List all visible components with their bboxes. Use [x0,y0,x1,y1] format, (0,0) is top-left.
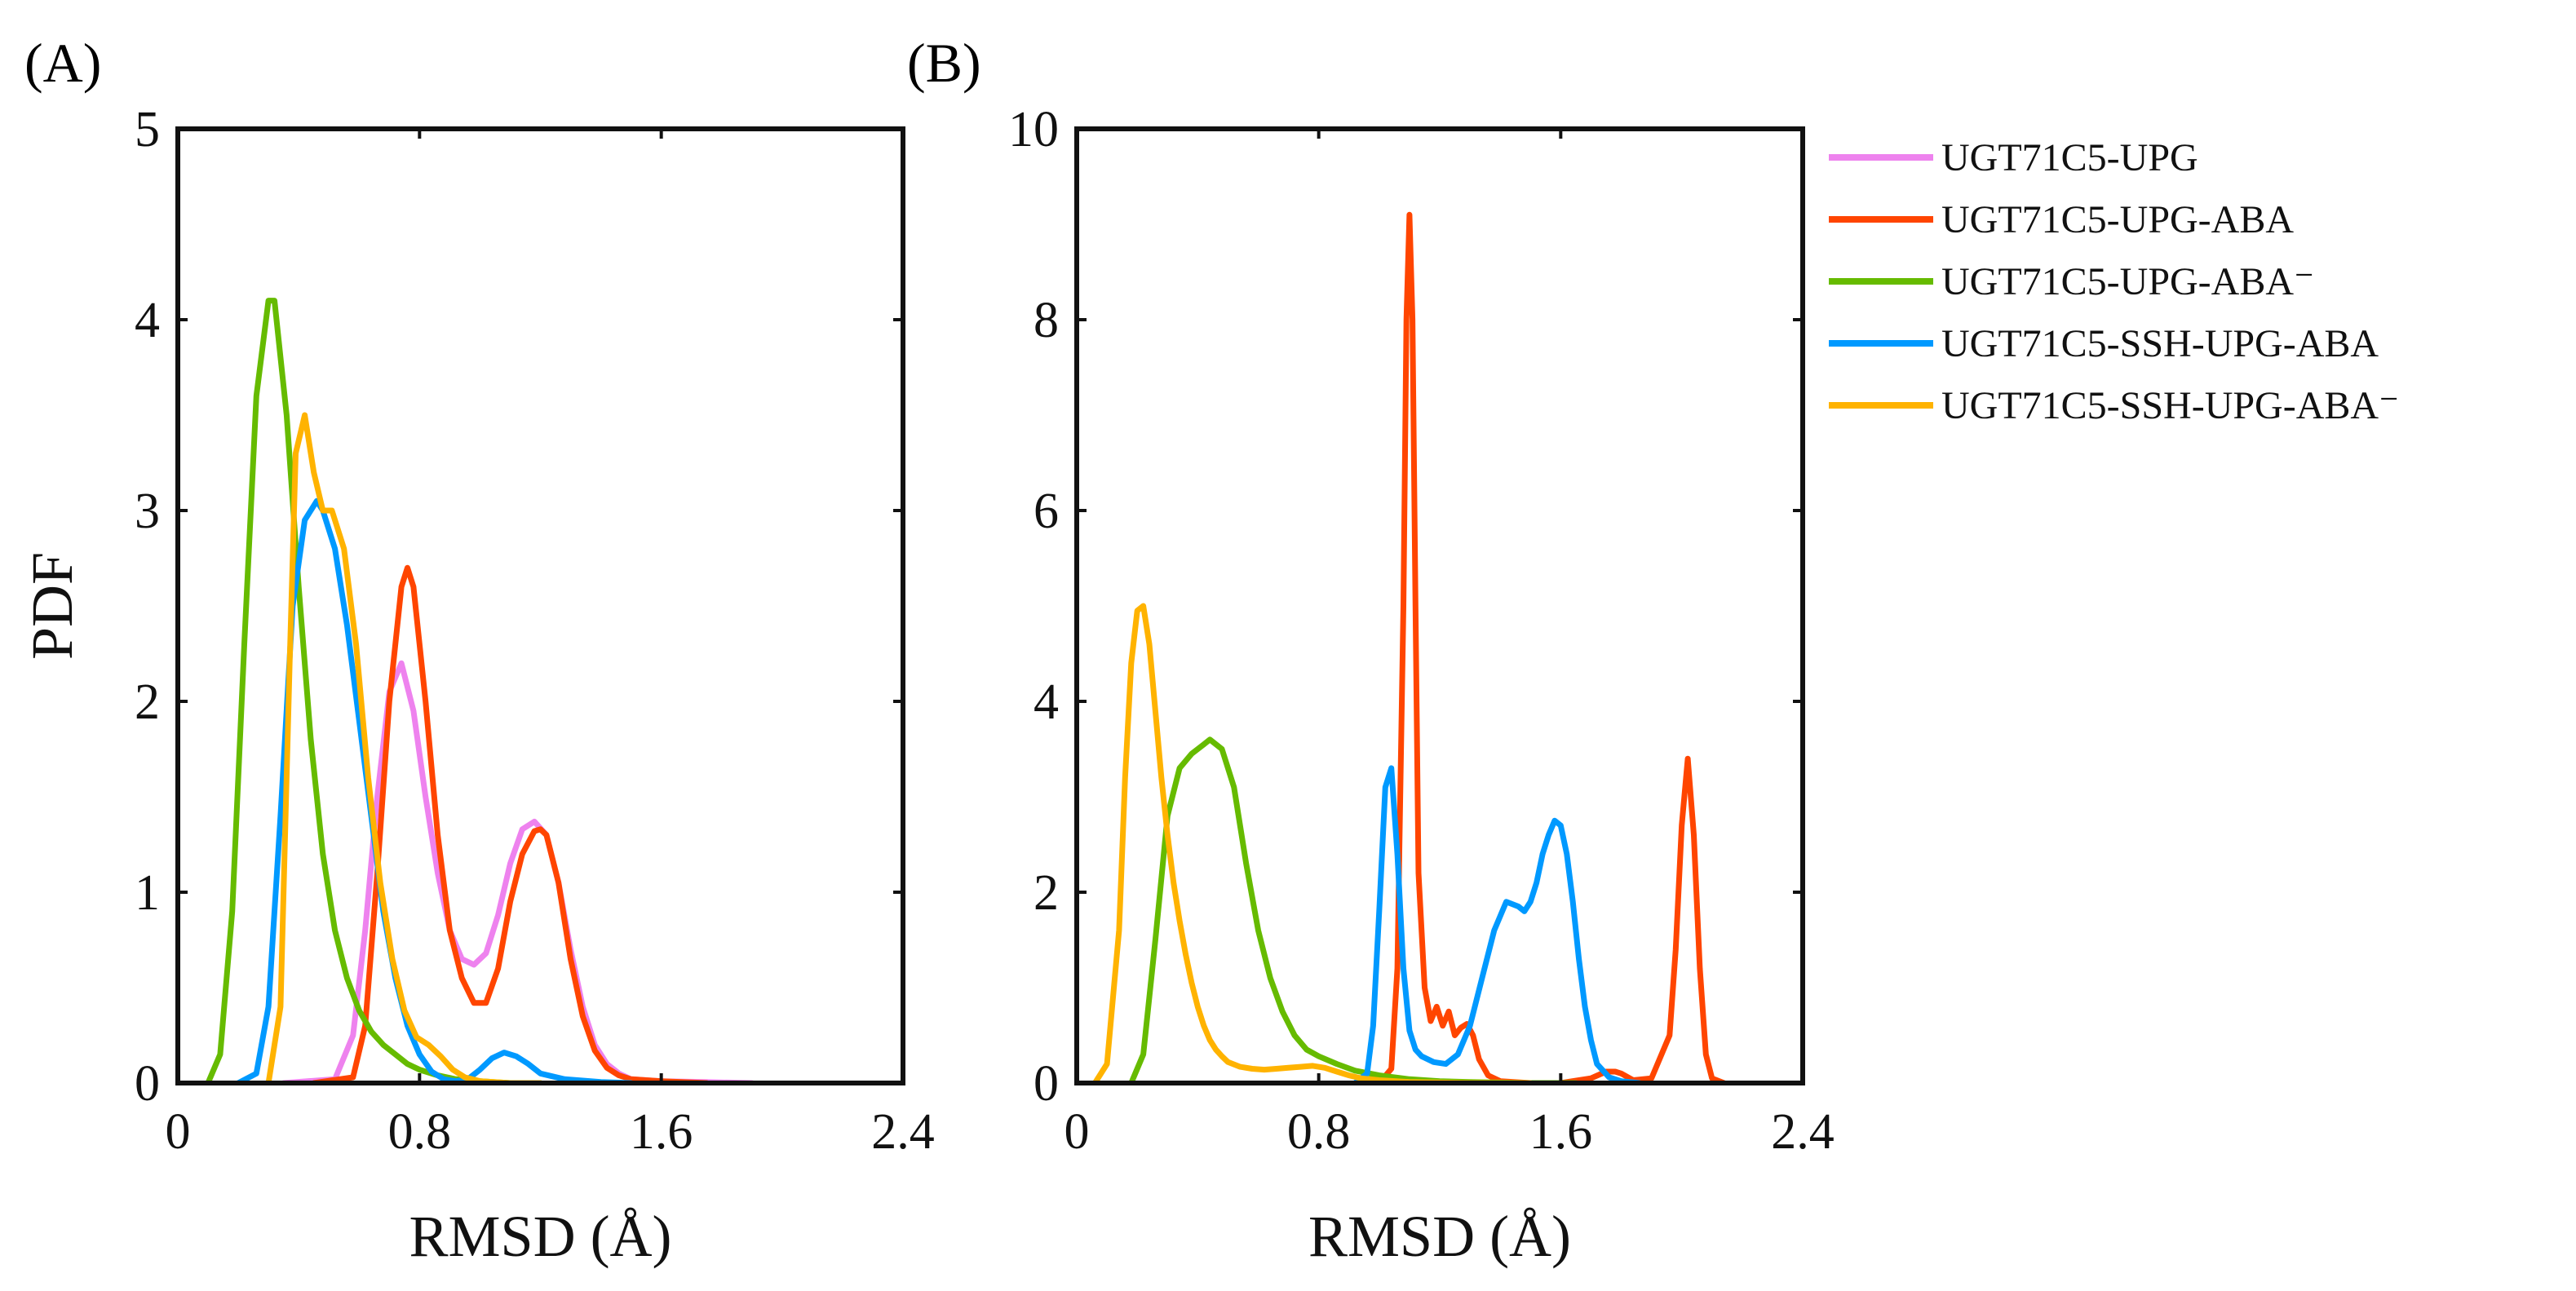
legend-label: UGT71C5-UPG-ABA [1941,197,2294,241]
legend-swatch [1829,216,1933,223]
series-line-b-1 [1376,211,1728,1083]
y-tick-label-b-1: 2 [1033,865,1059,921]
y-tick-label-b-0: 0 [1033,1056,1059,1112]
x-tick-label-b-3: 2.4 [1771,1104,1835,1160]
legend-item: UGT71C5-UPG-ABA [1829,188,2294,250]
legend-item: UGT71C5-UPG-ABA⁻ [1829,250,2314,312]
y-tick-label-a-4: 4 [135,293,160,348]
series-line-a-4 [265,412,543,1083]
chart-panel-b: 0 0.8 1.6 2.4 0 2 4 6 8 10 RMSD (Å) [1008,102,1835,1269]
series-group-a [205,298,755,1083]
series-line-a-1 [311,564,710,1083]
series-line-a-2 [205,298,543,1083]
y-tick-label-a-2: 2 [135,674,160,730]
series-group-b [1091,211,1728,1083]
x-tick-label-b-1: 0.8 [1287,1104,1351,1160]
legend-swatch [1829,154,1933,161]
panel-a-label: (A) [24,32,102,94]
y-tick-label-b-2: 4 [1033,674,1059,730]
axes-box-b [1074,126,1805,1085]
y-axis-label-a: PDF [20,552,85,660]
series-line-b-4 [1091,603,1534,1083]
legend-swatch [1829,278,1933,285]
y-tick-label-b-4: 8 [1033,293,1059,348]
legend-label: UGT71C5-SSH-UPG-ABA [1941,321,2379,365]
x-tick-label-b-0: 0 [1064,1104,1090,1160]
y-tick-label-a-0: 0 [135,1056,160,1112]
x-tick-label-a-0: 0 [166,1104,191,1160]
legend-label: UGT71C5-UPG [1941,135,2198,179]
series-line-a-3 [235,497,635,1083]
legend-swatch [1829,340,1933,347]
x-tick-label-a-3: 2.4 [871,1104,935,1160]
legend-label: UGT71C5-UPG-ABA⁻ [1941,260,2315,303]
x-tick-label-b-2: 1.6 [1529,1104,1593,1160]
y-tick-label-a-1: 1 [135,865,160,921]
x-axis-label-a: RMSD (Å) [409,1204,671,1269]
y-tick-label-b-3: 6 [1033,484,1059,539]
y-tick-label-a-5: 5 [135,102,160,157]
x-tick-label-a-2: 1.6 [630,1104,693,1160]
legend-item: UGT71C5-SSH-UPG-ABA⁻ [1829,374,2399,436]
chart-panel-a: 0 0.8 1.6 2.4 0 1 2 3 4 5 RMSD (Å) PDF [20,102,935,1269]
legend-swatch [1829,402,1933,409]
x-tick-label-a-1: 0.8 [388,1104,452,1160]
y-tick-label-b-5: 10 [1008,102,1059,157]
y-tick-label-a-3: 3 [135,484,160,539]
legend-label: UGT71C5-SSH-UPG-ABA⁻ [1941,384,2400,427]
legend-item: UGT71C5-SSH-UPG-ABA [1829,312,2379,374]
legend-item: UGT71C5-UPG [1829,126,2198,188]
x-axis-label-b: RMSD (Å) [1308,1204,1571,1269]
panel-b-label: (B) [907,32,981,94]
series-line-b-3 [1352,765,1643,1083]
axes-box-a [175,126,905,1085]
series-line-b-2 [1128,736,1579,1083]
